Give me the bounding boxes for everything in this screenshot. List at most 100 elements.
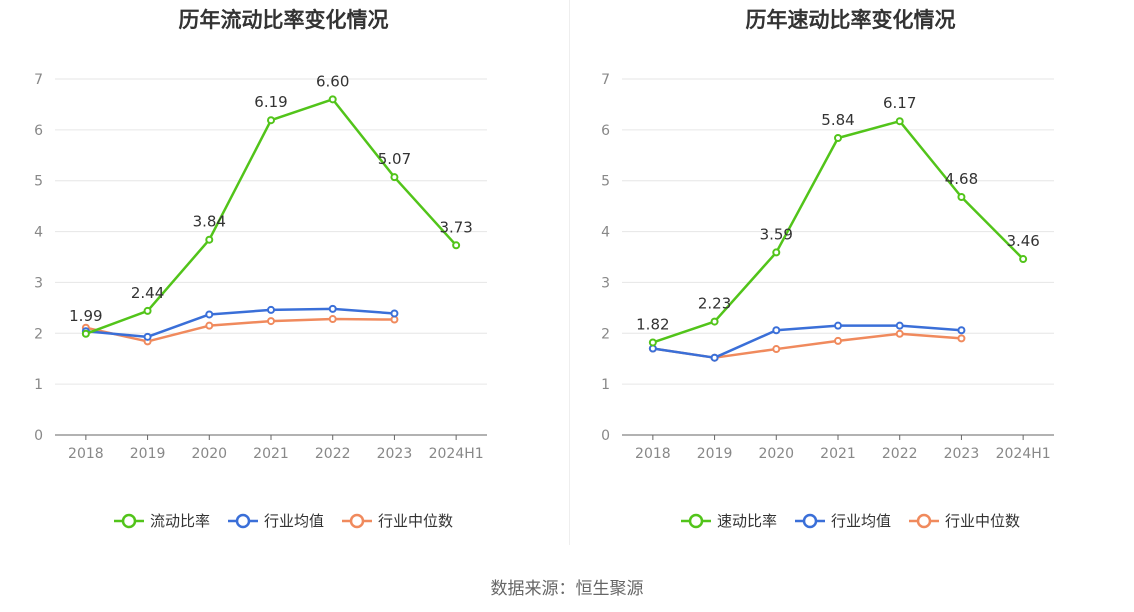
chart-title: 历年流动比率变化情况 <box>178 8 389 32</box>
x-tick-label: 2021 <box>820 446 856 462</box>
x-tick-label: 2019 <box>697 446 733 462</box>
x-tick-label: 2019 <box>130 446 166 462</box>
legend-item[interactable]: 行业中位数 <box>909 510 1020 531</box>
data-point[interactable] <box>328 95 337 104</box>
series-line <box>652 324 962 359</box>
y-tick-label: 0 <box>601 428 610 444</box>
legend-label: 行业中位数 <box>378 512 454 530</box>
data-point[interactable] <box>957 334 966 343</box>
data-point[interactable] <box>895 321 904 330</box>
data-point[interactable] <box>772 345 781 354</box>
data-point[interactable] <box>895 117 904 126</box>
legend-line-circle-icon <box>680 513 711 528</box>
data-point[interactable] <box>648 338 657 347</box>
data-point[interactable] <box>834 321 842 330</box>
y-tick-label: 4 <box>34 225 43 241</box>
data-label: 4.68 <box>945 170 978 188</box>
data-label: 6.60 <box>316 72 349 90</box>
data-label: 2.44 <box>131 284 164 302</box>
y-tick-label: 0 <box>34 428 43 444</box>
data-point[interactable] <box>710 353 719 362</box>
legend-item[interactable]: 行业均值 <box>794 510 891 531</box>
y-tick-label: 6 <box>601 123 610 139</box>
legend-line-circle-icon <box>227 513 258 528</box>
data-point[interactable] <box>772 326 781 335</box>
legend-line-circle-icon <box>342 513 372 528</box>
data-point[interactable] <box>834 133 842 142</box>
data-point[interactable] <box>81 329 90 338</box>
data-source-note: 数据来源：恒生聚源 <box>490 579 644 599</box>
data-label: 3.59 <box>760 225 793 243</box>
legend-marker <box>121 513 137 528</box>
data-label: 5.07 <box>378 150 411 168</box>
data-point[interactable] <box>143 332 152 341</box>
legend-line-circle-icon <box>113 513 144 528</box>
data-point[interactable] <box>710 317 719 326</box>
x-tick-label: 2023 <box>944 446 980 462</box>
series-line <box>85 317 395 343</box>
y-tick-label: 3 <box>34 275 43 291</box>
data-point[interactable] <box>957 326 966 335</box>
data-point[interactable] <box>957 192 966 201</box>
y-tick-label: 4 <box>601 225 610 241</box>
data-point[interactable] <box>1019 255 1028 264</box>
data-label: 6.17 <box>883 94 916 112</box>
data-label: 3.73 <box>439 218 472 236</box>
quick-ratio-chart: 历年速动比率变化情况 0 1 2 3 4 5 6 7 2018 2019 2020 2021 2022 2… <box>567 0 1134 545</box>
data-point[interactable] <box>267 305 275 314</box>
legend: 速动比率 行业均值 行业中位数 <box>567 510 1134 531</box>
data-point[interactable] <box>648 344 657 353</box>
data-point[interactable] <box>834 336 842 345</box>
legend-item[interactable]: 速动比率 <box>680 510 777 531</box>
data-point[interactable] <box>772 248 781 257</box>
legend-item[interactable]: 流动比率 <box>113 510 210 531</box>
data-label: 1.99 <box>69 307 102 325</box>
data-point[interactable] <box>390 309 399 318</box>
chart-title: 历年速动比率变化情况 <box>745 8 956 32</box>
legend-line-circle-icon <box>794 513 825 528</box>
plot-area: 0 1 2 3 4 5 6 7 2018 2019 2020 2021 2022 2023 2024H1 1.… <box>34 72 487 462</box>
legend-label: 行业中位数 <box>945 512 1021 530</box>
y-tick-label: 3 <box>601 275 610 291</box>
y-tick-label: 5 <box>34 174 43 190</box>
data-point[interactable] <box>143 306 152 315</box>
legend-item[interactable]: 行业中位数 <box>342 510 453 531</box>
y-tick-label: 6 <box>34 123 43 139</box>
legend-item[interactable]: 行业均值 <box>227 510 324 531</box>
legend-marker <box>916 513 932 528</box>
data-point[interactable] <box>205 321 214 330</box>
legend-marker <box>802 513 818 528</box>
data-point[interactable] <box>895 329 904 338</box>
legend-marker <box>235 513 251 528</box>
x-tick-label: 2020 <box>758 446 794 462</box>
legend: 流动比率 行业均值 行业中位数 <box>0 510 567 531</box>
data-point[interactable] <box>390 315 399 324</box>
y-tick-label: 5 <box>601 174 610 190</box>
x-tick-label: 2021 <box>253 446 289 462</box>
chart-divider <box>569 0 570 545</box>
current-ratio-chart: 历年流动比率变化情况 0 1 2 3 4 5 6 7 2018 2019 2020 2021 2022 2… <box>0 0 567 545</box>
data-point[interactable] <box>205 235 214 244</box>
plot-area: 0 1 2 3 4 5 6 7 2018 2019 2020 2021 2022 2023 2024H1 1.… <box>601 72 1054 462</box>
x-tick-label: 2018 <box>635 446 671 462</box>
data-point[interactable] <box>390 173 399 182</box>
y-tick-label: 1 <box>34 377 43 393</box>
legend-marker <box>688 513 704 528</box>
data-label: 3.84 <box>193 213 226 231</box>
data-point[interactable] <box>452 241 461 250</box>
data-point[interactable] <box>205 310 214 319</box>
data-point[interactable] <box>328 315 337 324</box>
data-point[interactable] <box>267 116 275 125</box>
legend-label: 流动比率 <box>149 512 210 530</box>
x-tick-label: 2018 <box>68 446 104 462</box>
data-point[interactable] <box>267 317 275 326</box>
y-tick-label: 7 <box>34 72 43 88</box>
data-label: 6.19 <box>254 93 287 111</box>
legend-label: 速动比率 <box>716 512 777 530</box>
y-tick-label: 7 <box>601 72 610 88</box>
data-point[interactable] <box>328 304 337 313</box>
legend-label: 行业均值 <box>263 512 324 530</box>
x-tick-label: 2022 <box>882 446 918 462</box>
data-label: 1.82 <box>636 315 669 333</box>
legend-line-circle-icon <box>909 513 939 528</box>
